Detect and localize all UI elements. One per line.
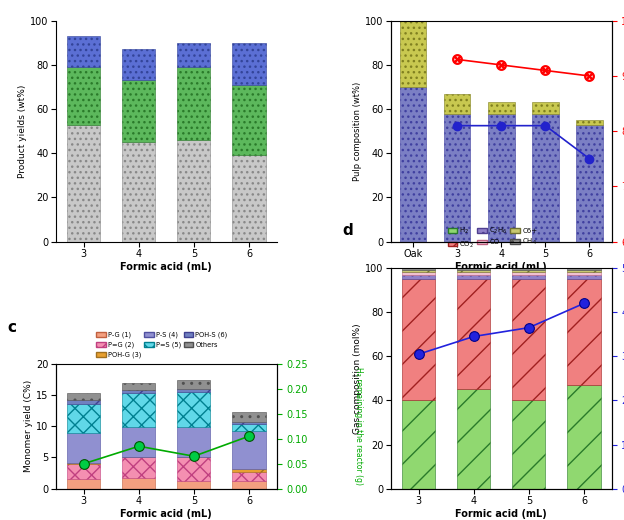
Bar xyxy=(67,67,100,125)
Bar xyxy=(233,424,266,431)
Bar xyxy=(67,464,100,479)
Bar xyxy=(233,482,266,489)
Bar xyxy=(444,94,470,113)
Bar xyxy=(177,381,210,389)
Bar xyxy=(67,125,100,242)
Bar xyxy=(122,393,155,427)
Delignification xyxy=(497,62,505,68)
Bar xyxy=(233,155,266,242)
Bar xyxy=(512,268,545,270)
Bar xyxy=(457,389,490,489)
Glucose retention xyxy=(586,155,593,162)
Bar xyxy=(233,85,266,155)
Bar xyxy=(67,479,100,489)
Legend: P-G (1), P=G (2), POH-G (3), P-S (4), P=S (5), POH-S (6), Others: P-G (1), P=G (2), POH-G (3), P-S (4), P=… xyxy=(94,329,230,361)
Bar xyxy=(457,270,490,272)
Bar xyxy=(567,279,600,385)
Bar xyxy=(67,404,100,433)
Glucose retention xyxy=(497,123,505,129)
Bar xyxy=(512,400,545,489)
Bar xyxy=(122,49,155,81)
Delignification xyxy=(454,56,461,62)
Bar xyxy=(177,140,210,242)
Bar xyxy=(233,43,266,85)
Bar xyxy=(177,458,210,480)
Text: d: d xyxy=(343,223,353,238)
Bar xyxy=(177,67,210,140)
Bar xyxy=(122,142,155,242)
Bar xyxy=(233,431,266,470)
Bar xyxy=(576,125,603,242)
Bar xyxy=(177,457,210,458)
Bar xyxy=(512,279,545,400)
Bar xyxy=(177,427,210,457)
Legend: H$_2$, CO$_2$, C$_2$H$_6$, CO, C6+, CH$_4$: H$_2$, CO$_2$, C$_2$H$_6$, CO, C6+, CH$_… xyxy=(445,223,540,252)
Bar xyxy=(177,480,210,489)
Bar xyxy=(512,275,545,279)
Y-axis label: Pulp composition (wt%): Pulp composition (wt%) xyxy=(353,82,363,181)
X-axis label: Formic acid (mL): Formic acid (mL) xyxy=(456,262,547,272)
Bar xyxy=(122,81,155,142)
Bar xyxy=(567,275,600,279)
Bar xyxy=(233,422,266,424)
Bar xyxy=(67,399,100,404)
Y-axis label: H₂ remaining in the reactor (g): H₂ remaining in the reactor (g) xyxy=(354,367,363,485)
Bar xyxy=(402,270,435,272)
Bar xyxy=(567,272,600,275)
Bar xyxy=(402,279,435,400)
Bar xyxy=(122,383,155,389)
Line: Delignification: Delignification xyxy=(452,55,594,81)
Bar xyxy=(488,113,515,242)
Delignification xyxy=(542,68,549,74)
Bar xyxy=(67,36,100,67)
Delignification xyxy=(586,73,593,79)
X-axis label: Formic acid (mL): Formic acid (mL) xyxy=(120,262,212,272)
Bar xyxy=(512,272,545,275)
Bar xyxy=(576,120,603,125)
Text: c: c xyxy=(7,320,17,335)
Bar xyxy=(457,279,490,389)
Bar xyxy=(567,385,600,489)
Glucose retention xyxy=(454,123,461,129)
Y-axis label: Gas composition (mol%): Gas composition (mol%) xyxy=(353,323,363,434)
Bar xyxy=(233,472,266,482)
Bar xyxy=(122,389,155,393)
Bar xyxy=(122,458,155,477)
Glucose retention xyxy=(542,123,549,129)
Bar xyxy=(402,268,435,270)
Y-axis label: Product yields (wt%): Product yields (wt%) xyxy=(18,84,27,178)
Bar xyxy=(532,113,558,242)
Bar xyxy=(512,270,545,272)
Bar xyxy=(67,433,100,463)
X-axis label: Formic acid (mL): Formic acid (mL) xyxy=(456,509,547,519)
Bar xyxy=(67,393,100,399)
Bar xyxy=(400,21,426,87)
Bar xyxy=(402,275,435,279)
Y-axis label: Monomer yield (C%): Monomer yield (C%) xyxy=(24,380,33,472)
Bar xyxy=(122,427,155,457)
Bar xyxy=(532,102,558,113)
Bar xyxy=(402,272,435,275)
Bar xyxy=(567,268,600,270)
X-axis label: Formic acid (mL): Formic acid (mL) xyxy=(120,509,212,519)
Line: Glucose retention: Glucose retention xyxy=(453,122,593,163)
Bar xyxy=(402,400,435,489)
Bar xyxy=(177,43,210,67)
Bar xyxy=(457,268,490,270)
Bar xyxy=(122,477,155,489)
Bar xyxy=(233,412,266,422)
Bar xyxy=(177,393,210,427)
Bar xyxy=(567,270,600,272)
Bar xyxy=(488,102,515,113)
Bar xyxy=(177,389,210,393)
Bar xyxy=(457,275,490,279)
Bar xyxy=(457,272,490,275)
Bar xyxy=(400,87,426,242)
Bar xyxy=(444,113,470,242)
Bar xyxy=(233,470,266,472)
